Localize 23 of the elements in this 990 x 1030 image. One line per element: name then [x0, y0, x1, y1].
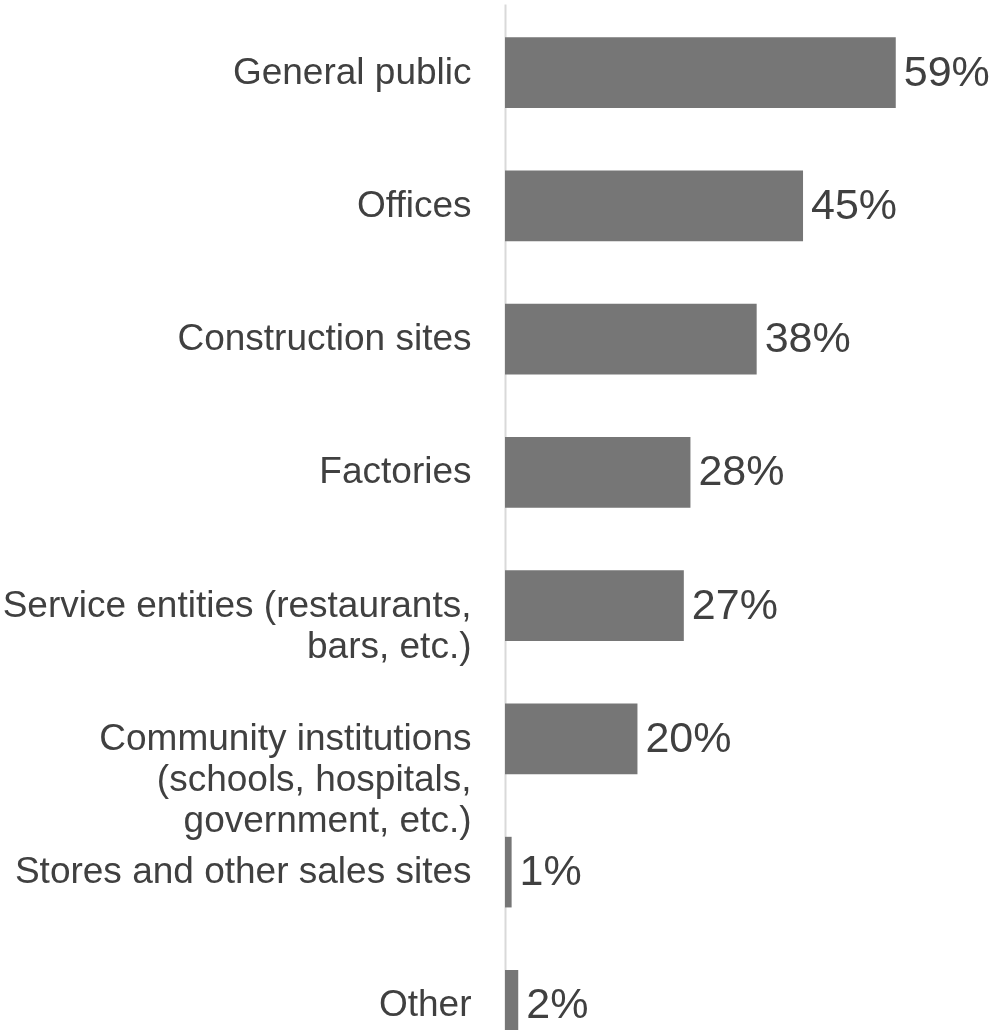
bar: [505, 836, 512, 908]
y-tick-label: Other: [378, 983, 472, 1025]
y-tick-label: Stores and other sales sites: [14, 850, 472, 892]
data-label: 45%: [811, 179, 898, 228]
y-tick-label: Service entities (restaurants, bars, etc.): [2, 583, 472, 666]
data-label: 2%: [526, 979, 589, 1028]
y-tick-label: Factories: [319, 450, 472, 492]
bar: [505, 37, 896, 108]
y-tick-label: Offices: [357, 183, 472, 225]
data-label: 27%: [691, 579, 778, 628]
bar: [505, 703, 638, 775]
data-label: 38%: [764, 313, 851, 362]
y-tick-label: Construction sites: [177, 317, 472, 359]
bar: [505, 570, 684, 641]
y-tick-label: General public: [232, 50, 472, 92]
bar: [505, 437, 691, 508]
data-label: 20%: [645, 712, 732, 761]
bar: [505, 303, 757, 375]
data-label: 28%: [698, 446, 785, 495]
bar: [505, 170, 804, 242]
y-tick-label: Community institutions (schools, hospitals, government, etc.): [99, 716, 472, 840]
data-label: 1%: [519, 846, 582, 895]
data-label: 59%: [903, 46, 990, 95]
